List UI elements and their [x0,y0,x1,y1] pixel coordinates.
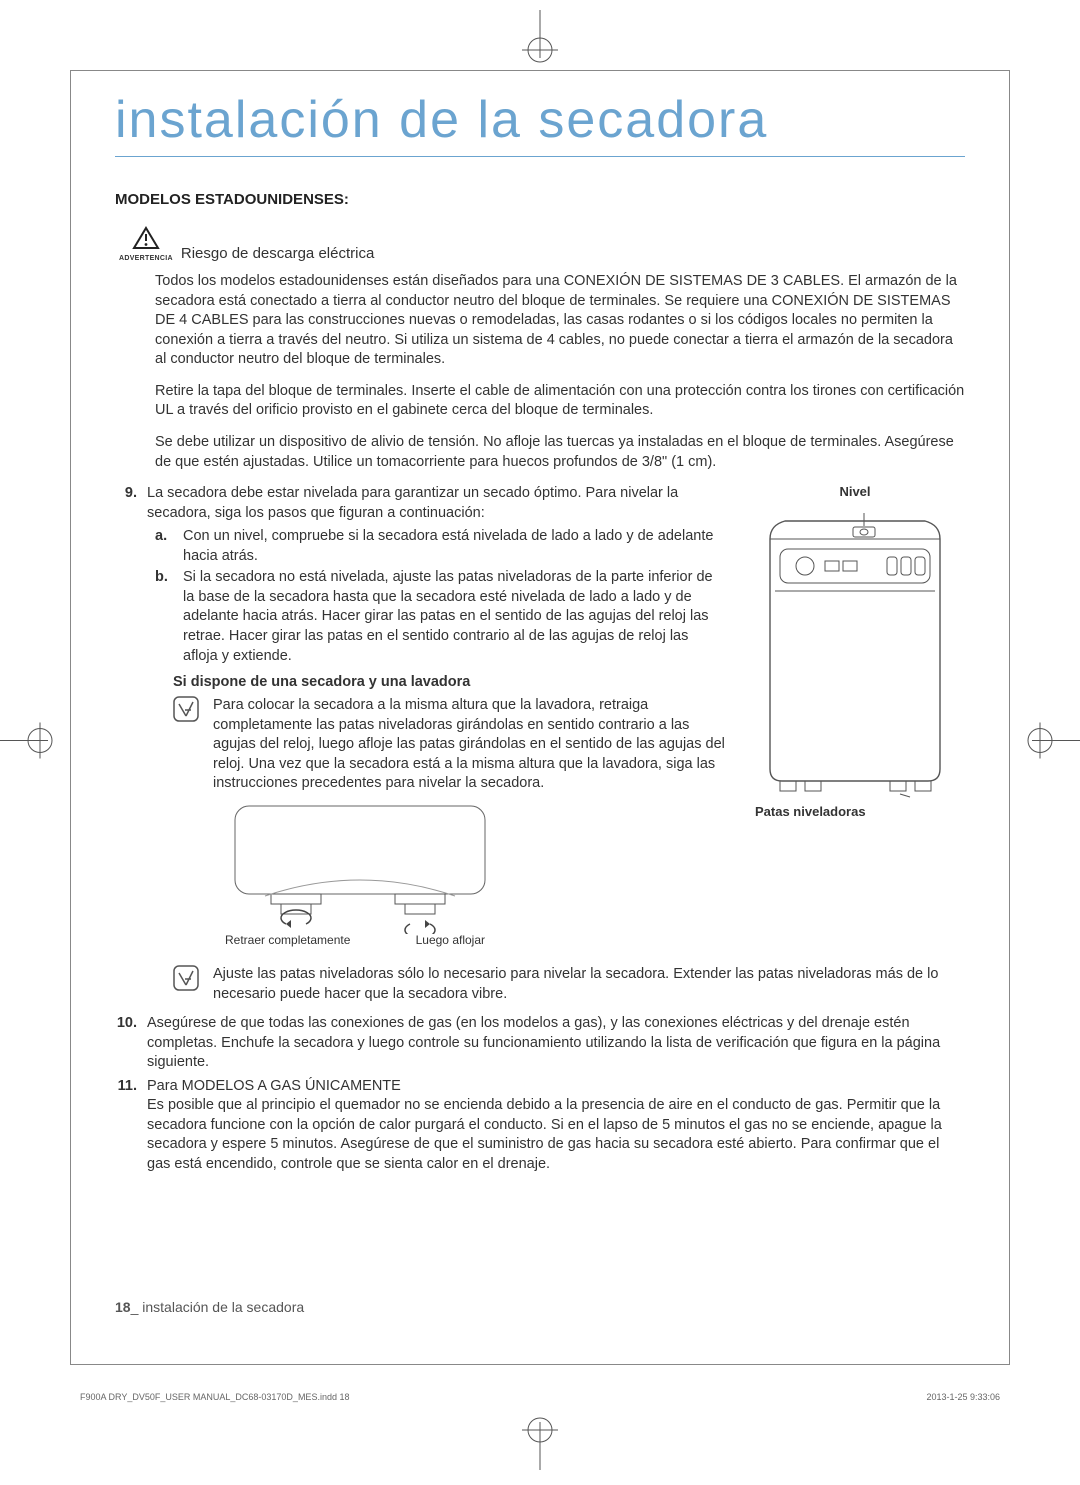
step-11-number: 11. [115,1077,137,1175]
paragraph-2: Retire la tapa del bloque de terminales.… [155,382,965,421]
step-10-number: 10. [115,1014,137,1073]
paragraph-1: Todos los modelos estadounidenses están … [155,272,965,370]
crop-mark-top [510,10,570,75]
crop-mark-bottom [510,1410,570,1475]
note-1: Para colocar la secadora a la misma altu… [173,696,725,794]
subheading: Si dispone de una secadora y una lavador… [173,674,725,690]
step-10: 10. Asegúrese de que todas las conexione… [115,1014,965,1073]
note-2: Ajuste las patas niveladoras sólo lo nec… [173,965,965,1004]
step-9a-text: Con un nivel, compruebe si la secadora e… [183,527,725,566]
step-9b: b. Si la secadora no está nivelada, ajus… [155,568,725,666]
warning-row: ADVERTENCIA Riesgo de descarga eléctrica [119,226,965,262]
step-9-text: La secadora debe estar nivelada para gar… [147,484,725,523]
step-11-text: Es posible que al principio el quemador … [147,1097,942,1172]
leveling-legs-diagram: Retraer completamente Luego aflojar [225,804,725,947]
step-9-number: 9. [115,484,137,523]
page-title: instalación de la secadora [115,90,965,157]
step-9a: a. Con un nivel, compruebe si la secador… [155,527,725,566]
print-file: F900A DRY_DV50F_USER MANUAL_DC68-03170D_… [80,1392,349,1402]
page-content: instalación de la secadora MODELOS ESTAD… [115,90,965,1325]
dryer-illustration [745,499,965,804]
print-metadata: F900A DRY_DV50F_USER MANUAL_DC68-03170D_… [80,1392,1000,1402]
step-9: 9. La secadora debe estar nivelada para … [115,484,725,523]
warning-text: Riesgo de descarga eléctrica [181,245,374,262]
step-9a-letter: a. [155,527,173,566]
paragraph-3: Se debe utilizar un dispositivo de alivi… [155,433,965,472]
step-11: 11. Para MODELOS A GAS ÚNICAMENTE Es pos… [115,1077,965,1175]
section-heading: MODELOS ESTADOUNIDENSES: [115,191,965,208]
level-label: Nivel [745,484,965,499]
note-1-text: Para colocar la secadora a la misma altu… [213,696,725,794]
footer-page: 18_ instalación de la secadora [115,1299,304,1315]
loosen-label: Luego aflojar [416,933,485,947]
note-2-text: Ajuste las patas niveladoras sólo lo nec… [213,965,965,1004]
step-9b-text: Si la secadora no está nivelada, ajuste … [183,568,725,666]
legs-label: Patas niveladoras [755,804,965,819]
warning-label: ADVERTENCIA [119,255,173,262]
footer-title: instalación de la secadora [142,1299,304,1315]
page-number: 18 [115,1299,131,1315]
note-icon [173,709,199,726]
step-9b-letter: b. [155,568,173,666]
two-column-region: 9. La secadora debe estar nivelada para … [115,484,965,961]
note-icon [173,978,199,995]
warning-icon [132,226,160,255]
step-10-text: Asegúrese de que todas las conexiones de… [147,1014,965,1073]
retract-label: Retraer completamente [225,933,350,947]
step-11-intro: Para MODELOS A GAS ÚNICAMENTE [147,1078,401,1094]
print-timestamp: 2013-1-25 9:33:06 [926,1392,1000,1402]
crop-mark-right [1020,710,1080,775]
crop-mark-left [0,710,60,775]
